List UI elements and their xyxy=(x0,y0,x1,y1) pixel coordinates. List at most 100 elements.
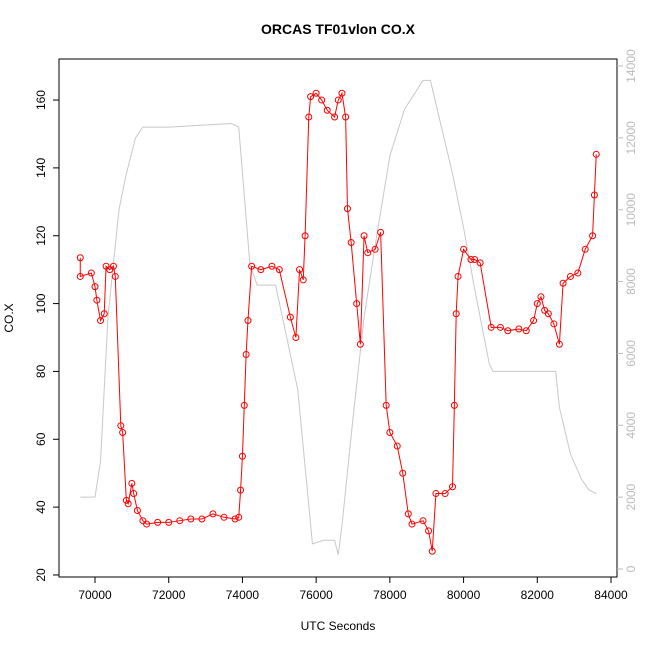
point xyxy=(257,266,265,274)
point xyxy=(559,279,567,287)
point xyxy=(76,272,84,280)
point xyxy=(130,490,138,498)
point xyxy=(100,310,108,318)
x-tick-label: 76000 xyxy=(299,588,333,602)
point xyxy=(268,262,276,270)
point xyxy=(331,113,339,121)
point xyxy=(452,310,460,318)
x-tick-label: 74000 xyxy=(226,588,260,602)
chart-title: ORCAS TF01vlon CO.X xyxy=(261,21,416,37)
point xyxy=(432,490,440,498)
y2-tick-label: 10000 xyxy=(624,193,638,227)
point xyxy=(467,255,475,263)
x-tick-label: 82000 xyxy=(521,588,555,602)
y2-tick-label: 4000 xyxy=(624,412,638,439)
point xyxy=(93,296,101,304)
point xyxy=(408,520,416,528)
point xyxy=(515,325,523,333)
y-tick-label: 20 xyxy=(34,568,48,582)
point xyxy=(537,293,545,301)
point xyxy=(122,496,130,504)
y-tick-label: 140 xyxy=(34,158,48,178)
point xyxy=(347,239,355,247)
series-line xyxy=(79,91,597,552)
point xyxy=(425,527,433,535)
point xyxy=(237,486,245,494)
point xyxy=(487,323,495,331)
point xyxy=(248,262,256,270)
point xyxy=(296,266,304,274)
point xyxy=(338,89,346,97)
y-tick-label: 80 xyxy=(34,364,48,378)
x-tick-label: 70000 xyxy=(78,588,112,602)
series-line xyxy=(80,79,597,555)
point xyxy=(555,340,563,348)
point xyxy=(305,113,313,121)
point xyxy=(476,259,484,267)
point xyxy=(522,327,530,335)
point xyxy=(119,428,127,436)
point xyxy=(386,428,394,436)
point xyxy=(301,232,309,240)
y-axis-label: CO.X xyxy=(2,303,16,332)
x-tick-label: 72000 xyxy=(152,588,186,602)
point xyxy=(550,320,558,328)
point xyxy=(76,254,84,262)
point xyxy=(441,490,449,498)
point xyxy=(117,422,125,430)
point xyxy=(165,518,173,526)
point xyxy=(109,262,117,270)
point xyxy=(574,269,582,277)
x-tick-label: 84000 xyxy=(594,588,628,602)
point xyxy=(176,517,184,525)
point xyxy=(589,232,597,240)
point xyxy=(323,106,331,114)
point xyxy=(590,191,598,199)
point xyxy=(342,113,350,121)
point xyxy=(428,547,436,555)
point xyxy=(97,317,105,325)
point xyxy=(307,93,315,101)
y2-tick-label: 2000 xyxy=(624,483,638,510)
x-tick-label: 80000 xyxy=(447,588,481,602)
point xyxy=(399,469,407,477)
point xyxy=(231,515,239,523)
point xyxy=(454,272,462,280)
point xyxy=(382,401,390,409)
point xyxy=(299,276,307,284)
y-tick-label: 160 xyxy=(34,90,48,110)
point xyxy=(292,334,300,342)
point xyxy=(124,500,132,508)
point xyxy=(566,272,574,280)
point xyxy=(496,323,504,331)
point xyxy=(244,317,252,325)
point xyxy=(533,300,541,308)
point xyxy=(471,255,479,263)
y-tick-label: 60 xyxy=(34,432,48,446)
point xyxy=(128,479,136,487)
point xyxy=(154,518,162,526)
y-tick-label: 100 xyxy=(34,293,48,313)
point xyxy=(449,483,457,491)
point xyxy=(364,249,372,257)
point xyxy=(592,150,600,158)
point xyxy=(235,513,243,521)
point xyxy=(87,269,95,277)
point xyxy=(334,96,342,104)
point xyxy=(187,515,195,523)
point xyxy=(504,327,512,335)
point xyxy=(377,228,385,236)
plot-frame xyxy=(58,58,618,578)
point xyxy=(220,513,228,521)
y2-tick-label: 14000 xyxy=(624,49,638,83)
y2-tick-label: 6000 xyxy=(624,340,638,367)
point xyxy=(209,510,217,518)
point xyxy=(360,232,368,240)
point xyxy=(343,205,351,213)
point xyxy=(275,266,283,274)
point xyxy=(111,272,119,280)
y2-tick-label: 8000 xyxy=(624,268,638,295)
point xyxy=(581,245,589,253)
point xyxy=(91,283,99,291)
